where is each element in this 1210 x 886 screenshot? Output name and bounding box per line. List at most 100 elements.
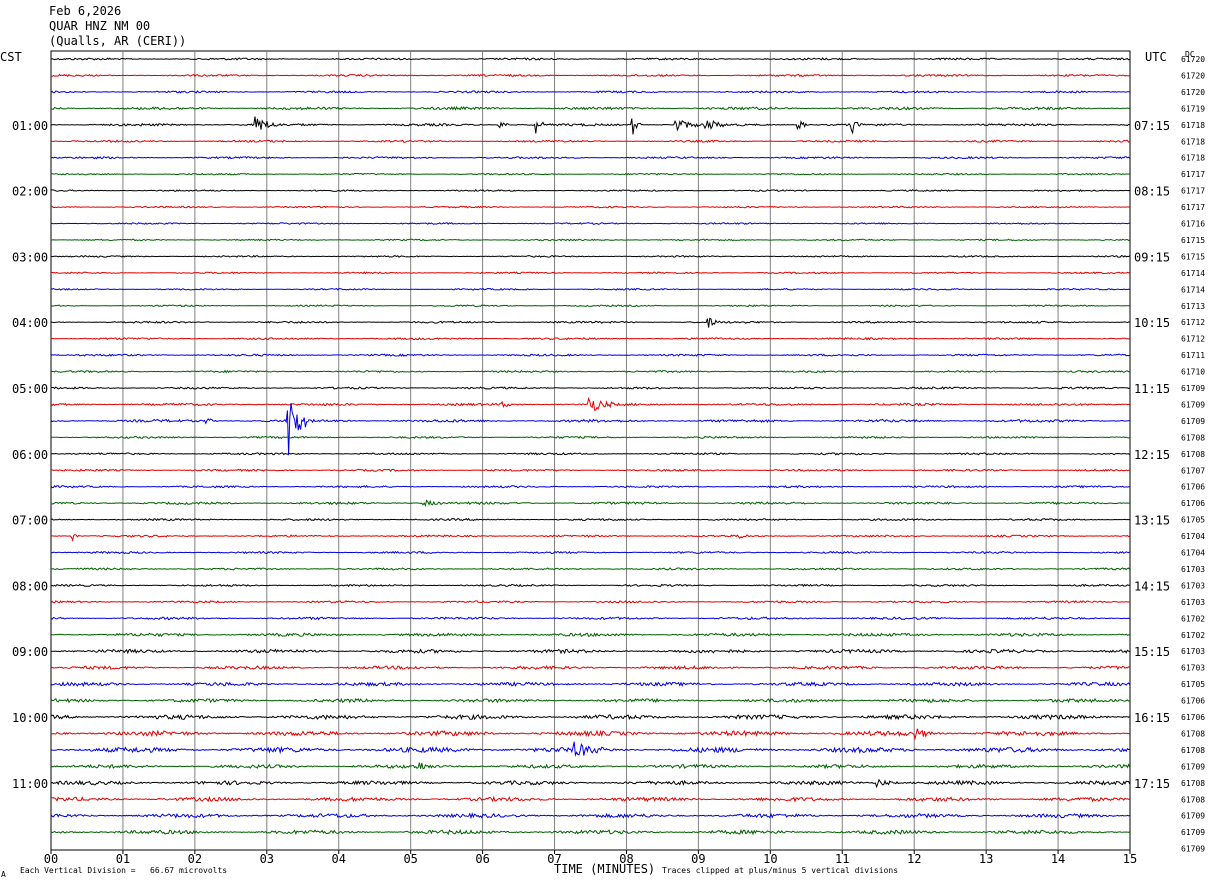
station-location: (Qualls, AR (CERI)) <box>49 34 187 48</box>
dc-value-label: 61708 <box>1181 779 1205 788</box>
dc-value-label: 61709 <box>1181 828 1205 837</box>
seismic-trace <box>50 828 1131 836</box>
chart-labels: 00 01 02 03 04 05 06 07 08 09 10 11 12 13 14 15 01:00 02:… <box>12 55 1205 866</box>
dc-value-label: 61718 <box>1181 137 1205 146</box>
left-hour-label: 05:00 <box>12 382 48 396</box>
x-axis-title: TIME (MINUTES) <box>554 862 656 876</box>
left-hour-label: 06:00 <box>12 448 48 462</box>
dc-value-label: 61703 <box>1181 581 1205 590</box>
dc-value-label: 61704 <box>1181 549 1205 558</box>
dc-value-label: 61720 <box>1181 88 1205 97</box>
x-tick-label: 08 <box>619 852 633 866</box>
seismic-trace <box>50 254 1131 258</box>
station-code: QUAR HNZ NM 00 <box>49 19 151 33</box>
left-hour-label: 08:00 <box>12 579 48 593</box>
x-tick-label: 03 <box>260 852 274 866</box>
seismic-trace <box>50 172 1130 176</box>
dc-value-label: 61702 <box>1181 631 1205 640</box>
left-hour-label: 04:00 <box>12 316 48 330</box>
right-hour-label: 07:15 <box>1134 119 1170 133</box>
x-tick-label: 09 <box>691 852 705 866</box>
seismic-trace <box>50 90 1130 94</box>
dc-value-label: 61712 <box>1181 335 1205 344</box>
dc-value-label: 61719 <box>1181 104 1205 113</box>
dc-value-label: 61703 <box>1181 647 1205 656</box>
dc-column-label: DC <box>1185 50 1195 59</box>
right-hour-label: 08:15 <box>1134 185 1170 199</box>
dc-value-label: 61708 <box>1181 795 1205 804</box>
x-tick-label: 02 <box>188 852 202 866</box>
seismic-trace <box>50 116 1130 135</box>
dc-value-label: 61717 <box>1181 170 1205 179</box>
seismic-trace <box>50 762 1131 770</box>
dc-value-label: 61704 <box>1181 532 1205 541</box>
seismic-trace <box>50 499 1130 507</box>
dc-value-label: 61709 <box>1181 400 1205 409</box>
seismic-trace <box>50 632 1130 638</box>
seismic-traces <box>50 57 1131 836</box>
seismic-trace <box>50 728 1130 741</box>
dc-value-label: 61718 <box>1181 154 1205 163</box>
dc-value-label: 61703 <box>1181 565 1205 574</box>
dc-value-label: 61717 <box>1181 203 1205 212</box>
dc-value-label: 61707 <box>1181 466 1205 475</box>
dc-value-label: 61717 <box>1181 187 1205 196</box>
dc-value-label: 61705 <box>1181 680 1205 689</box>
dc-value-label: 61714 <box>1181 285 1205 294</box>
dc-value-label: 61709 <box>1181 845 1205 854</box>
seismic-trace <box>50 369 1130 374</box>
seismic-trace <box>50 583 1130 588</box>
seismic-trace <box>50 317 1130 328</box>
dc-value-label: 61709 <box>1181 812 1205 821</box>
seismic-trace <box>50 648 1130 655</box>
dc-value-label: 61712 <box>1181 318 1205 327</box>
seismic-trace <box>50 468 1130 473</box>
seismic-trace <box>51 139 1130 144</box>
seismic-trace <box>50 57 1130 61</box>
dc-value-label: 61708 <box>1181 450 1205 459</box>
dc-value-label: 61703 <box>1181 664 1205 673</box>
seismic-trace <box>50 484 1130 489</box>
dc-value-label: 61715 <box>1181 236 1205 245</box>
seismic-trace <box>51 73 1130 78</box>
right-hour-label: 16:15 <box>1134 711 1170 725</box>
seismic-trace <box>50 517 1130 522</box>
left-hour-label: 02:00 <box>12 185 48 199</box>
left-hour-label: 03:00 <box>12 250 48 264</box>
x-tick-label: 01 <box>116 852 130 866</box>
dc-value-label: 61718 <box>1181 121 1205 130</box>
right-hour-label: 12:15 <box>1134 448 1170 462</box>
seismic-trace <box>50 155 1131 160</box>
corner-mark: A <box>1 870 6 879</box>
x-tick-label: 10 <box>763 852 777 866</box>
dc-value-label: 61705 <box>1181 516 1205 525</box>
dc-value-label: 61710 <box>1181 368 1205 377</box>
dc-value-label: 61715 <box>1181 252 1205 261</box>
seismic-trace <box>50 616 1130 621</box>
seismic-trace <box>50 105 1130 111</box>
dc-value-label: 61709 <box>1181 762 1205 771</box>
clip-note: Traces clipped at plus/minus 5 vertical … <box>662 866 899 875</box>
seismic-trace <box>50 741 1130 757</box>
seismic-trace <box>50 697 1130 704</box>
seismic-trace <box>50 287 1130 291</box>
x-tick-label: 15 <box>1123 852 1137 866</box>
right-hour-label: 14:15 <box>1134 579 1170 593</box>
dc-value-label: 61706 <box>1181 713 1205 722</box>
x-tick-label: 11 <box>835 852 849 866</box>
right-hour-label: 09:15 <box>1134 250 1170 264</box>
left-hour-label: 10:00 <box>12 711 48 725</box>
seismic-trace <box>50 778 1131 789</box>
seismic-trace <box>50 550 1131 555</box>
seismic-trace <box>50 567 1131 571</box>
seismic-trace <box>51 386 1130 390</box>
dc-value-label: 61702 <box>1181 614 1205 623</box>
seismic-trace <box>50 795 1130 803</box>
seismic-trace <box>50 189 1130 192</box>
seismic-trace <box>50 336 1130 341</box>
seismic-trace <box>50 205 1130 209</box>
x-tick-label: 00 <box>44 852 58 866</box>
chart-date: Feb 6,2026 <box>49 4 122 18</box>
left-timezone-label: CST <box>0 50 22 64</box>
